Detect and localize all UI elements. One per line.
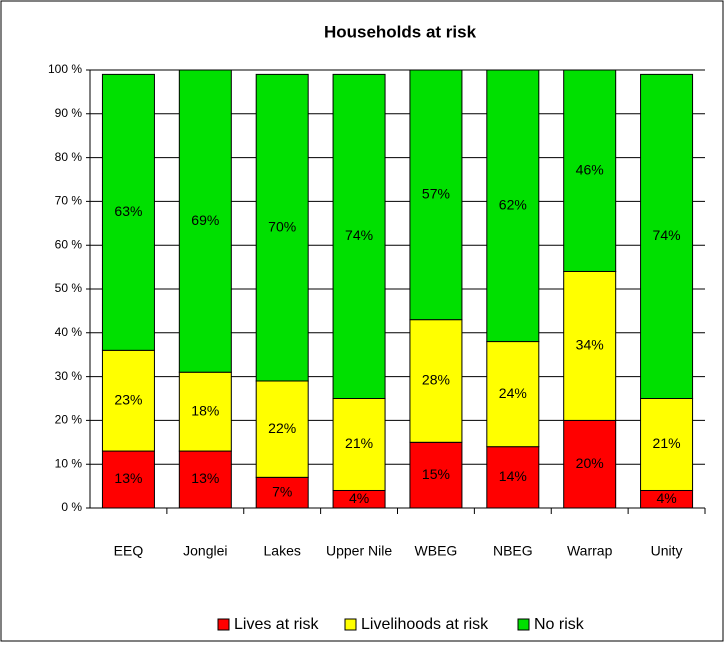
x-tick-label: Warrap bbox=[567, 543, 613, 559]
y-tick-label: 100 % bbox=[48, 62, 82, 76]
bar-segment bbox=[563, 69, 617, 272]
legend-swatch bbox=[344, 618, 357, 631]
x-tick-label: WBEG bbox=[415, 543, 458, 559]
bar-segment bbox=[255, 73, 309, 382]
bar-segment bbox=[101, 349, 155, 452]
data-label: 46% bbox=[576, 161, 604, 177]
x-tick-label: NBEG bbox=[493, 543, 533, 559]
x-tick-label: EEQ bbox=[114, 543, 144, 559]
bar-segment bbox=[332, 73, 386, 399]
bar-segment bbox=[409, 319, 463, 443]
data-label: 62% bbox=[499, 196, 527, 212]
bar-segment bbox=[178, 450, 232, 509]
bar-segment bbox=[255, 380, 309, 478]
bar-segment bbox=[255, 476, 309, 509]
y-tick-label: 70 % bbox=[55, 194, 83, 208]
y-tick-label: 0 % bbox=[61, 500, 82, 514]
data-label: 4% bbox=[349, 490, 369, 506]
data-label: 21% bbox=[345, 435, 373, 451]
bar-segment bbox=[486, 446, 540, 509]
chart-title: Households at risk bbox=[324, 22, 477, 41]
x-tick-label: Unity bbox=[651, 543, 683, 559]
x-tick-label: Jonglei bbox=[183, 543, 227, 559]
bar-segment bbox=[640, 398, 694, 491]
data-label: 63% bbox=[114, 203, 142, 219]
bar-segment bbox=[101, 73, 155, 351]
y-tick-label: 80 % bbox=[55, 150, 83, 164]
data-label: 13% bbox=[191, 470, 219, 486]
bar-segment bbox=[332, 398, 386, 491]
legend-label: Lives at risk bbox=[234, 616, 319, 633]
data-label: 4% bbox=[656, 490, 676, 506]
data-label: 74% bbox=[653, 227, 681, 243]
data-label: 13% bbox=[114, 470, 142, 486]
data-label: 74% bbox=[345, 227, 373, 243]
y-tick-label: 10 % bbox=[55, 456, 83, 470]
data-label: 20% bbox=[576, 455, 604, 471]
legend-swatch bbox=[217, 618, 230, 631]
bar-segment bbox=[563, 419, 617, 509]
bar-segment bbox=[178, 371, 232, 452]
data-label: 22% bbox=[268, 420, 296, 436]
y-tick-label: 90 % bbox=[55, 106, 83, 120]
data-label: 21% bbox=[653, 435, 681, 451]
bar-segment bbox=[486, 69, 540, 343]
bar-segment bbox=[640, 73, 694, 399]
bar-segment bbox=[563, 270, 617, 421]
data-label: 7% bbox=[272, 483, 292, 499]
x-tick-label: Upper Nile bbox=[326, 543, 392, 559]
y-tick-label: 40 % bbox=[55, 325, 83, 339]
data-label: 70% bbox=[268, 218, 296, 234]
data-label: 34% bbox=[576, 337, 604, 353]
y-tick-label: 50 % bbox=[55, 281, 83, 295]
bar-segment bbox=[486, 341, 540, 448]
data-label: 69% bbox=[191, 212, 219, 228]
y-tick-label: 20 % bbox=[55, 413, 83, 427]
bar-segment bbox=[178, 69, 232, 373]
legend-swatch bbox=[517, 618, 530, 631]
data-label: 24% bbox=[499, 385, 527, 401]
y-tick-label: 60 % bbox=[55, 237, 83, 251]
data-label: 18% bbox=[191, 402, 219, 418]
data-label: 28% bbox=[422, 372, 450, 388]
data-label: 15% bbox=[422, 466, 450, 482]
y-tick-label: 30 % bbox=[55, 369, 83, 383]
bar-segment bbox=[409, 441, 463, 509]
data-label: 23% bbox=[114, 391, 142, 407]
data-label: 14% bbox=[499, 468, 527, 484]
bar-segment bbox=[409, 69, 463, 321]
legend-label: Livelihoods at risk bbox=[361, 616, 489, 633]
legend-label: No risk bbox=[534, 616, 585, 633]
x-tick-label: Lakes bbox=[264, 543, 301, 559]
data-label: 57% bbox=[422, 186, 450, 202]
